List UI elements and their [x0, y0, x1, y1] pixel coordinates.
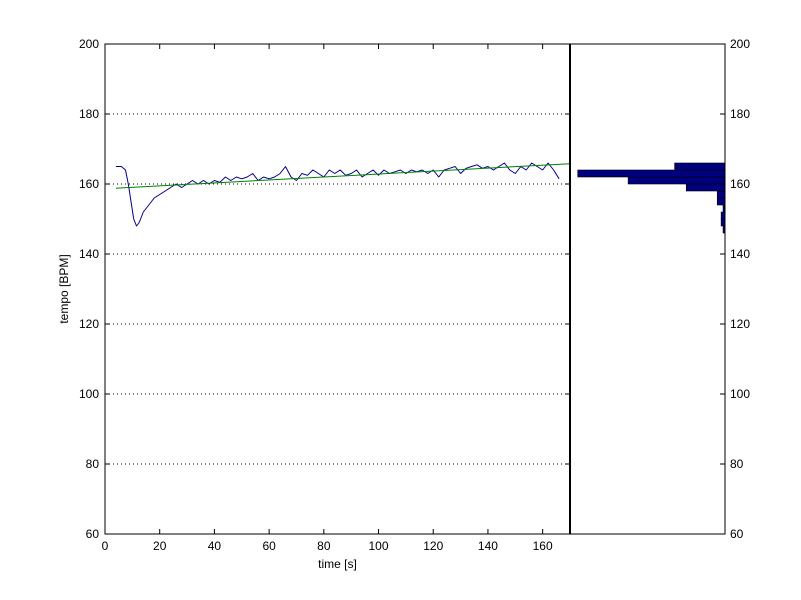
x-tick-label: 120: [423, 539, 443, 553]
y-tick-label: 200: [79, 37, 99, 51]
y-tick-label: 140: [79, 247, 99, 261]
histogram-bar: [674, 162, 726, 171]
tempo-plot-series: [115, 162, 571, 227]
tempo-plot-x-axis: 0 20 40 60 80 100 120 140 160: [102, 44, 553, 553]
x-tick-label: 20: [153, 539, 167, 553]
histogram-y-axis: 60 80 100 120 140 160 180 200: [720, 37, 750, 541]
x-tick-label: 100: [369, 539, 389, 553]
histogram-y-tick-label: 160: [730, 177, 750, 191]
tempo-plot: 0 20 40 60 80 100 120 140 160 60 80 100 120 140 160 18…: [57, 37, 571, 571]
histogram-bar: [627, 176, 726, 185]
y-tick-label: 180: [79, 107, 99, 121]
x-tick-label: 80: [317, 539, 331, 553]
histogram-bar: [720, 211, 726, 220]
histogram-bar: [577, 169, 726, 178]
histogram-y-tick-label: 180: [730, 107, 750, 121]
y-tick-label: 80: [86, 457, 100, 471]
x-tick-label: 0: [102, 539, 109, 553]
y-tick-label: 100: [79, 387, 99, 401]
histogram-bar: [685, 183, 726, 192]
histogram-bar: [716, 190, 726, 199]
histogram-y-tick-label: 80: [730, 457, 744, 471]
tempo-plot-y-axis: 60 80 100 120 140 160 180 200: [79, 37, 570, 541]
x-tick-label: 160: [533, 539, 553, 553]
x-axis-label: time [s]: [318, 557, 357, 571]
y-tick-label: 60: [86, 527, 100, 541]
tempo-trend-line: [115, 163, 571, 189]
x-tick-label: 60: [262, 539, 276, 553]
histogram-y-tick-label: 60: [730, 527, 744, 541]
x-tick-label: 140: [478, 539, 498, 553]
tempo-histogram: 60 80 100 120 140 160 180 200: [569, 37, 750, 541]
y-axis-label: tempo [BPM]: [57, 254, 71, 323]
histogram-bar: [720, 218, 726, 227]
y-tick-label: 160: [79, 177, 99, 191]
tempo-plot-area: [105, 44, 570, 534]
histogram-y-tick-label: 100: [730, 387, 750, 401]
y-tick-label: 120: [79, 317, 99, 331]
histogram-y-tick-label: 200: [730, 37, 750, 51]
tempo-plot-grid: [105, 113, 570, 465]
histogram-bar: [716, 197, 726, 206]
x-tick-label: 40: [208, 539, 222, 553]
histogram-plot-area: [570, 44, 725, 534]
histogram-y-tick-label: 140: [730, 247, 750, 261]
histogram-y-tick-label: 120: [730, 317, 750, 331]
